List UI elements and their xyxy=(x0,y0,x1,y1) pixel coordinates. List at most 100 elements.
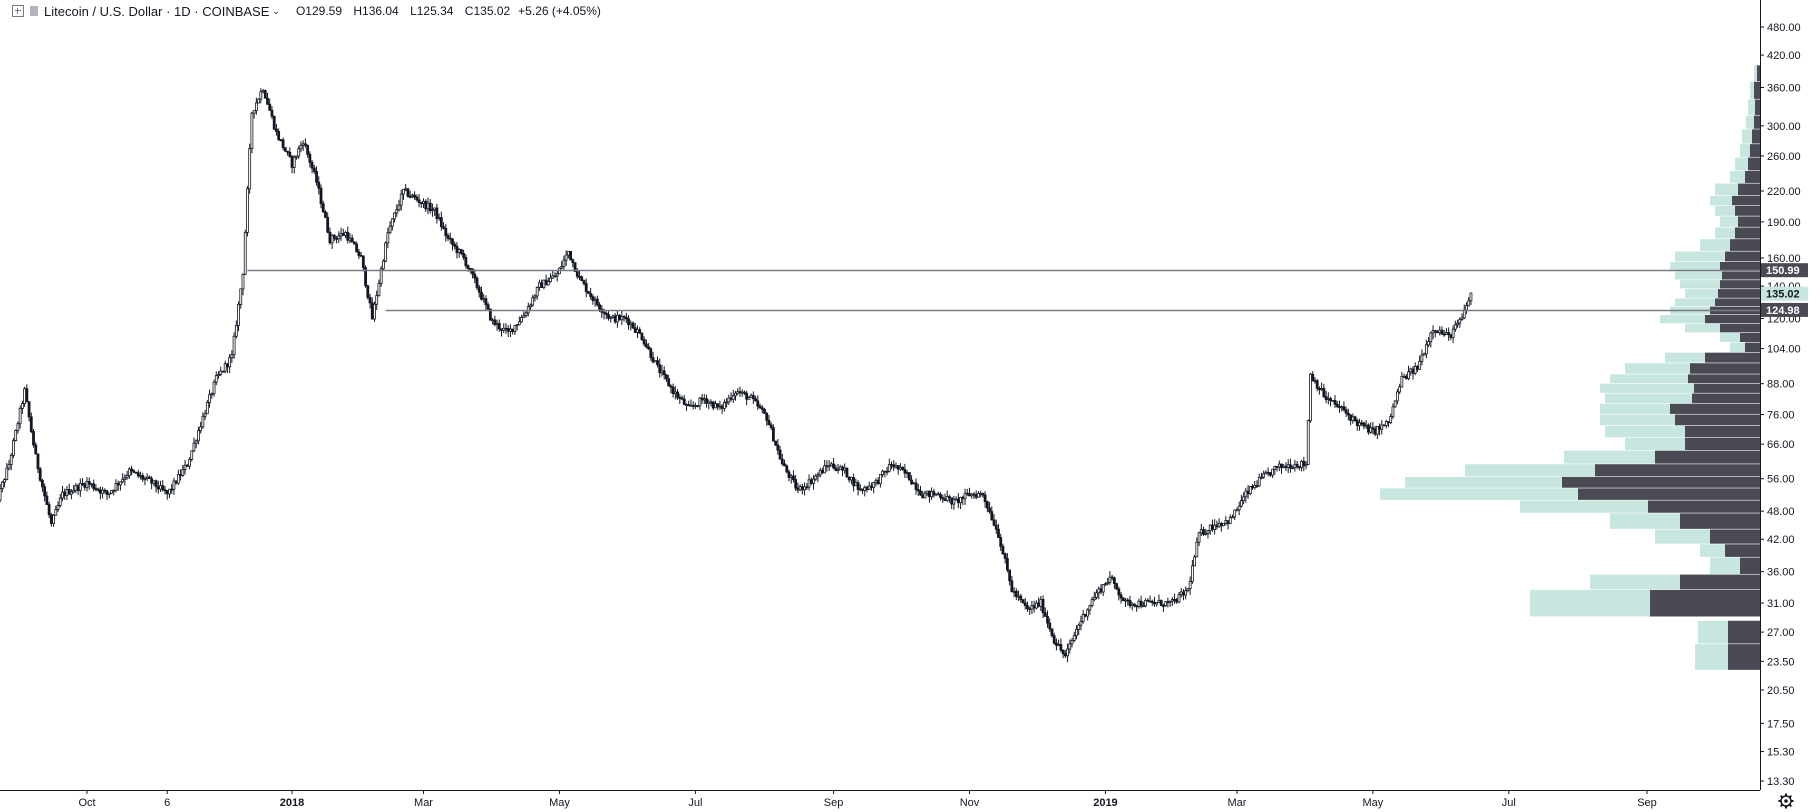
profile-bar-dark xyxy=(1648,500,1760,513)
candle-body xyxy=(0,481,4,490)
candle-body xyxy=(85,481,89,488)
candle-body xyxy=(1090,599,1094,607)
candle-body xyxy=(943,498,947,501)
candle-body xyxy=(455,245,459,254)
candle-body xyxy=(373,303,376,320)
candle-body xyxy=(1400,376,1404,388)
candle-body xyxy=(578,275,581,278)
candle-body xyxy=(1228,517,1232,525)
candle-body xyxy=(188,459,191,467)
candle-body xyxy=(1382,424,1386,427)
candle-body xyxy=(905,472,909,474)
candle-body xyxy=(1460,317,1464,320)
candle-body xyxy=(504,327,508,330)
profile-bar-light xyxy=(1600,383,1694,393)
candle-body xyxy=(930,491,934,498)
profile-bar-light xyxy=(1710,195,1732,206)
candle-body xyxy=(172,480,176,490)
candle-body xyxy=(444,227,448,237)
candle-body xyxy=(956,498,960,504)
candle-body xyxy=(691,404,695,407)
profile-bar-light xyxy=(1685,323,1720,333)
profile-bar-light xyxy=(1720,332,1740,342)
candle-body xyxy=(161,485,165,491)
candle-body xyxy=(1286,464,1290,468)
profile-bar-light xyxy=(1720,216,1738,227)
candle-body xyxy=(497,323,501,330)
x-tick-label: Oct xyxy=(78,797,95,809)
candle-body xyxy=(1186,588,1190,592)
candle-body xyxy=(1017,595,1020,598)
candle-body xyxy=(1157,599,1161,603)
candle-body xyxy=(1104,583,1107,586)
candle-body xyxy=(1068,643,1072,650)
candle-body xyxy=(248,148,252,190)
candle-body xyxy=(769,424,773,429)
candle-body xyxy=(27,401,31,418)
candle-body xyxy=(101,489,104,494)
candle-body xyxy=(1304,464,1308,467)
candle-body xyxy=(678,397,682,399)
candle-body xyxy=(680,397,684,400)
profile-bar-dark xyxy=(1562,476,1760,488)
candle-body xyxy=(921,494,925,499)
candle-body xyxy=(1099,588,1103,593)
candle-body xyxy=(705,398,708,404)
candle-body xyxy=(602,311,606,314)
candle-body xyxy=(1242,496,1246,501)
candle-body xyxy=(858,488,862,491)
candle-body xyxy=(865,486,869,490)
candle-body xyxy=(1006,558,1009,571)
symbol-title[interactable]: Litecoin / U.S. Dollar · 1D · COINBASE xyxy=(44,3,270,19)
profile-bar-light xyxy=(1700,239,1730,251)
profile-bar-light xyxy=(1715,205,1735,216)
candle-body xyxy=(758,405,762,409)
candle-body xyxy=(301,143,305,146)
profile-bar-light xyxy=(1685,289,1718,298)
candle-body xyxy=(881,470,884,475)
profile-bar-dark xyxy=(1680,574,1760,590)
profile-bar-dark xyxy=(1720,280,1760,289)
candle-body xyxy=(1442,333,1446,336)
toggle-icon[interactable] xyxy=(12,5,24,17)
profile-bar-dark xyxy=(1720,261,1760,271)
horizontal-levels[interactable] xyxy=(247,269,1760,312)
candle-body xyxy=(335,237,339,240)
profile-bar-light xyxy=(1670,261,1720,271)
candle-body xyxy=(237,304,240,326)
candle-body xyxy=(212,381,216,395)
x-tick-label: Mar xyxy=(1227,797,1246,809)
candle-body xyxy=(165,490,169,495)
candle-body xyxy=(317,181,321,189)
candle-body xyxy=(1237,505,1241,511)
candle-body xyxy=(809,479,813,484)
candle-body xyxy=(257,98,261,104)
candle-body xyxy=(5,467,9,480)
candle-body xyxy=(65,489,69,496)
profile-bar-dark xyxy=(1738,183,1760,196)
candle-body xyxy=(388,225,392,234)
candle-body xyxy=(477,286,481,293)
candle-body xyxy=(243,232,247,275)
candle-body xyxy=(638,329,642,334)
candle-body xyxy=(1433,330,1437,333)
candle-body xyxy=(582,280,586,284)
candle-body xyxy=(941,497,945,500)
chevron-down-icon[interactable]: ⌄ xyxy=(272,5,280,16)
candle-body xyxy=(366,285,370,298)
candle-body xyxy=(350,237,354,243)
candle-body xyxy=(484,298,488,306)
candle-body xyxy=(890,464,893,466)
candle-body xyxy=(1467,300,1471,307)
candle-body xyxy=(736,391,740,394)
candle-body xyxy=(974,494,978,498)
candle-body xyxy=(488,308,492,321)
candle-body xyxy=(326,217,330,233)
gear-icon[interactable] xyxy=(1778,793,1794,809)
candle-body xyxy=(201,415,205,428)
candle-body xyxy=(1375,426,1379,435)
x-tick-label: Nov xyxy=(960,797,980,809)
candle-body xyxy=(1177,594,1181,603)
